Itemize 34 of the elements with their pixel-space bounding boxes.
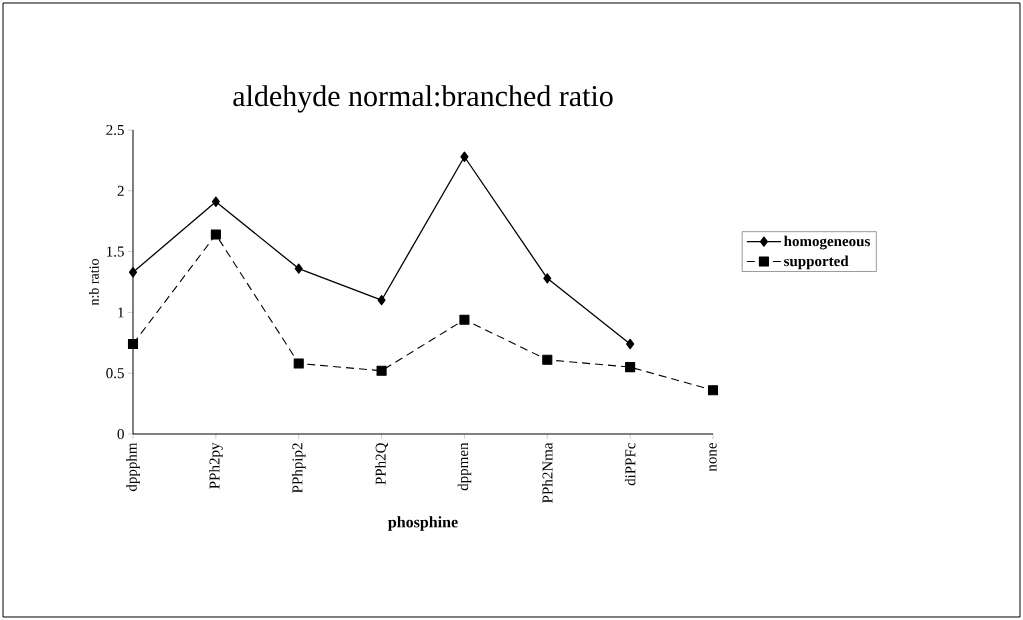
y-tick-label: 2.5 xyxy=(106,124,124,136)
y-tick-label: 0.5 xyxy=(106,368,124,379)
x-tick-label: PPh2py xyxy=(209,442,223,489)
x-tick-label: PPh2Q xyxy=(375,442,388,485)
point xyxy=(377,295,386,306)
x-tick-label: PPhpip2 xyxy=(291,443,306,493)
y-tick-label: 0 xyxy=(117,428,124,440)
point xyxy=(625,362,636,373)
legend-label: homogeneous xyxy=(784,235,870,250)
x-axis-title: phosphine xyxy=(388,516,458,531)
y-axis-title: n:b ratio xyxy=(88,259,99,306)
x-tick-label: dppphm xyxy=(126,442,140,492)
point xyxy=(459,314,470,325)
point xyxy=(127,338,139,350)
point xyxy=(210,229,221,240)
point xyxy=(211,196,220,207)
point xyxy=(376,365,387,376)
x-tick-label: PPh2Nma xyxy=(542,442,553,503)
point xyxy=(707,385,719,396)
point xyxy=(294,263,303,274)
point xyxy=(460,151,469,162)
point xyxy=(542,354,553,365)
point xyxy=(293,358,304,369)
point xyxy=(543,273,552,284)
legend-label: supported xyxy=(784,255,849,270)
y-tick-label: 2 xyxy=(117,185,124,196)
point xyxy=(128,267,138,278)
x-tick-label: none xyxy=(709,443,717,472)
chart-title: aldehyde normal:branched ratio xyxy=(233,85,613,113)
y-tick-label: 1 xyxy=(118,307,124,318)
x-tick-label: dppmen xyxy=(457,442,472,491)
y-tick-label: 1.5 xyxy=(107,246,124,257)
point xyxy=(626,338,635,350)
x-tick-label: diPPFc xyxy=(624,442,636,486)
